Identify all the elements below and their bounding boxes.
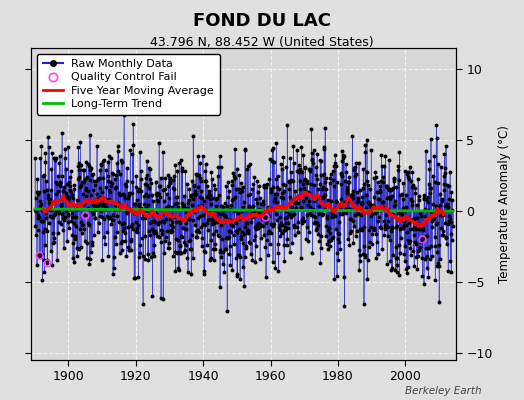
Y-axis label: Temperature Anomaly (°C): Temperature Anomaly (°C) xyxy=(498,125,511,283)
Text: Berkeley Earth: Berkeley Earth xyxy=(406,386,482,396)
Legend: Raw Monthly Data, Quality Control Fail, Five Year Moving Average, Long-Term Tren: Raw Monthly Data, Quality Control Fail, … xyxy=(37,54,220,115)
Text: FOND DU LAC: FOND DU LAC xyxy=(193,12,331,30)
Text: 43.796 N, 88.452 W (United States): 43.796 N, 88.452 W (United States) xyxy=(150,36,374,49)
